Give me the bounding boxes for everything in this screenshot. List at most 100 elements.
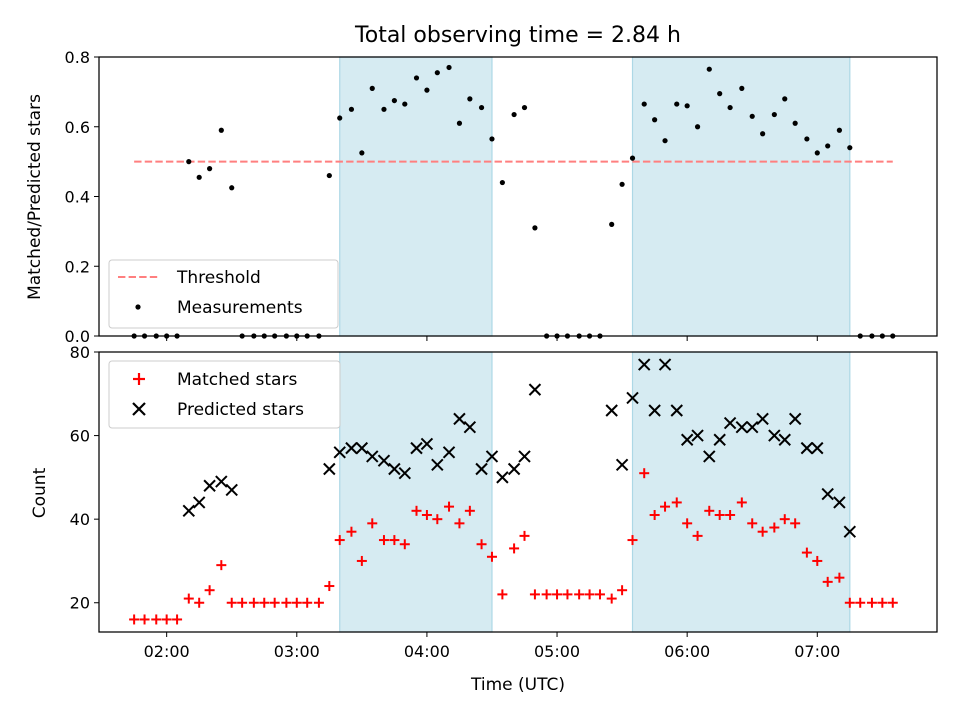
matched-star-point <box>259 597 270 608</box>
legend-matched-swatch <box>133 373 145 385</box>
predicted-star-point <box>355 441 369 455</box>
predicted-star-stroke <box>507 462 521 476</box>
x-tick-label: 07:00 <box>794 642 840 661</box>
x-tick-label: 04:00 <box>404 642 450 661</box>
predicted-star-point <box>648 404 661 417</box>
matched-star-point <box>692 530 703 541</box>
matched-star-point <box>237 597 248 608</box>
matched-star-point <box>356 555 367 566</box>
matched-star-point <box>541 589 552 600</box>
predicted-stars-points <box>182 358 857 538</box>
predicted-star-stroke <box>735 421 749 434</box>
measurement-point <box>381 106 387 112</box>
predicted-star-point <box>453 412 466 426</box>
predicted-star-point <box>821 487 834 501</box>
predicted-star-stroke <box>215 475 228 488</box>
predicted-star-stroke <box>345 441 358 455</box>
predicted-star-stroke <box>800 441 814 455</box>
predicted-star-point <box>485 450 499 463</box>
predicted-star-point <box>345 441 358 455</box>
legend-measurements-label: Measurements <box>177 298 303 318</box>
measurement-point <box>727 104 733 111</box>
predicted-star-stroke <box>680 433 694 446</box>
matched-star-point <box>464 505 475 516</box>
matched-star-point <box>660 501 671 512</box>
predicted-star-point <box>507 462 521 476</box>
predicted-star-point <box>203 479 216 492</box>
y-tick-label: 20 <box>70 594 90 613</box>
predicted-star-point <box>182 504 195 518</box>
predicted-star-point <box>225 483 238 497</box>
predicted-star-point <box>388 462 401 476</box>
matched-star-point <box>411 505 422 516</box>
matched-star-point <box>486 551 497 562</box>
observing-intervals-bottom <box>339 351 851 633</box>
matched-star-point <box>649 509 660 520</box>
x-tick-label: 05:00 <box>534 642 580 661</box>
matched-star-point <box>172 614 183 625</box>
predicted-star-point <box>605 404 618 417</box>
matched-star-point <box>399 539 410 550</box>
matched-star-point <box>378 535 389 546</box>
matched-star-point <box>866 597 877 608</box>
measurement-point <box>337 115 343 121</box>
predicted-star-stroke <box>518 450 531 463</box>
predicted-star-stroke <box>778 433 791 446</box>
predicted-star-point <box>626 391 639 405</box>
predicted-star-stroke <box>615 458 629 472</box>
count-y-axis-label: Count <box>30 467 50 518</box>
measurement-point <box>836 127 843 133</box>
legend-matched-label: Matched stars <box>177 370 297 390</box>
measurement-point <box>207 166 213 172</box>
predicted-star-stroke <box>442 446 456 459</box>
matched-star-point <box>367 518 378 529</box>
predicted-star-stroke <box>485 450 499 463</box>
matched-star-point <box>671 497 682 508</box>
matched-star-point <box>183 593 194 604</box>
x-tick-label: 03:00 <box>274 642 320 661</box>
predicted-star-stroke <box>410 441 423 455</box>
measurement-point <box>489 136 495 142</box>
predicted-star-stroke <box>203 479 216 492</box>
matched-star-point <box>432 514 443 525</box>
predicted-star-point <box>833 496 846 509</box>
measurement-point <box>521 104 528 111</box>
matched-star-point <box>226 597 237 608</box>
matched-star-point <box>877 597 888 608</box>
predicted-star-point <box>658 358 672 371</box>
predicted-star-point <box>475 462 488 476</box>
predicted-star-point <box>723 416 737 430</box>
measurement-point <box>749 113 755 119</box>
measurement-point <box>804 136 810 142</box>
y-tick-label: 0.4 <box>65 188 90 207</box>
y-tick-label: 40 <box>70 510 90 529</box>
matched-star-point <box>606 593 617 604</box>
ratio-y-ticks: 0.0 0.2 0.4 0.6 0.8 <box>65 48 99 346</box>
predicted-star-point <box>192 496 206 509</box>
matched-star-point <box>302 597 313 608</box>
legend-threshold-label: Threshold <box>176 268 261 288</box>
measurement-point <box>847 145 853 151</box>
matched-star-point <box>844 597 855 608</box>
figure-title: Total observing time = 2.84 h <box>354 23 681 48</box>
predicted-star-stroke <box>475 462 488 476</box>
predicted-star-point <box>778 433 791 446</box>
measurement-point <box>771 111 777 118</box>
predicted-star-stroke <box>420 437 434 451</box>
predicted-star-point <box>670 404 683 417</box>
measurement-point <box>760 131 766 137</box>
measurement-point <box>641 101 647 107</box>
predicted-star-stroke <box>528 383 542 396</box>
predicted-star-stroke <box>388 462 401 476</box>
matched-star-point <box>269 597 280 608</box>
matched-star-point <box>476 539 487 550</box>
x-axis-label: Time (UTC) <box>470 675 565 695</box>
measurement-point <box>511 111 517 118</box>
matched-star-point <box>497 589 508 600</box>
matched-star-point <box>562 589 573 600</box>
matched-star-point <box>324 581 335 592</box>
measurement-point <box>706 66 712 72</box>
measurement-point <box>684 103 690 109</box>
matched-star-point <box>639 468 650 479</box>
